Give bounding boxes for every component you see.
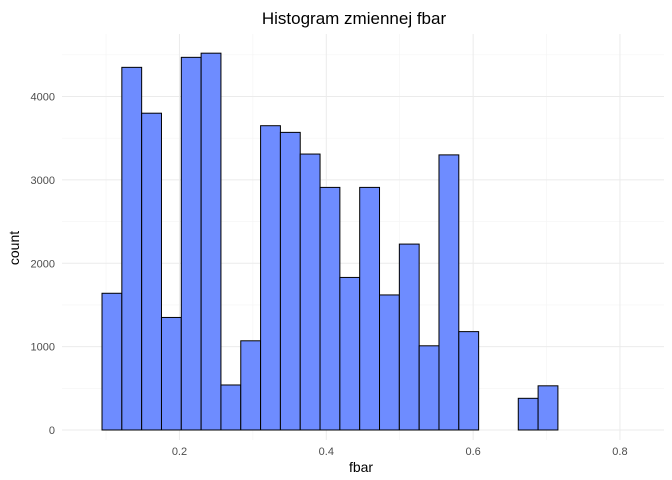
histogram-bar <box>458 331 480 431</box>
y-tick-label: 4000 <box>31 92 55 104</box>
x-tick-label: 0.8 <box>612 446 627 458</box>
histogram-bar <box>339 276 361 431</box>
histogram-bar <box>180 56 202 431</box>
histogram-bar <box>121 66 143 431</box>
histogram-bar <box>379 294 400 431</box>
histogram-bar <box>299 153 321 431</box>
y-tick-label: 2000 <box>31 258 55 270</box>
histogram-bar <box>398 243 420 431</box>
x-tick-label: 0.4 <box>319 446 334 458</box>
histogram-bar <box>359 186 381 431</box>
histogram-bar <box>279 131 301 431</box>
histogram-bar <box>101 292 123 431</box>
x-axis-ticks: 0.2 0.4 0.6 0.8 <box>172 446 628 458</box>
histogram-bar <box>200 52 222 431</box>
y-axis-ticks: 0 1000 2000 3000 4000 <box>31 92 55 437</box>
y-tick-label: 0 <box>49 425 55 437</box>
histogram-bar <box>319 186 341 431</box>
histogram-bar <box>418 345 440 431</box>
x-axis-title: fbar <box>349 459 373 475</box>
histogram-bar <box>537 385 559 431</box>
chart-title: Histogram zmiennej fbar <box>262 9 447 28</box>
y-tick-label: 3000 <box>31 175 55 187</box>
x-tick-label: 0.6 <box>465 446 480 458</box>
histogram-bar <box>141 112 162 431</box>
y-axis-title: count <box>6 231 22 265</box>
y-tick-label: 1000 <box>31 342 55 354</box>
histogram-bars <box>101 52 559 431</box>
x-tick-label: 0.2 <box>172 446 187 458</box>
histogram-bar <box>517 397 539 431</box>
histogram-bar <box>260 125 281 431</box>
histogram-bar <box>240 340 262 431</box>
histogram-bar <box>220 384 242 431</box>
histogram-bar <box>160 316 182 431</box>
histogram-bar <box>438 154 460 431</box>
